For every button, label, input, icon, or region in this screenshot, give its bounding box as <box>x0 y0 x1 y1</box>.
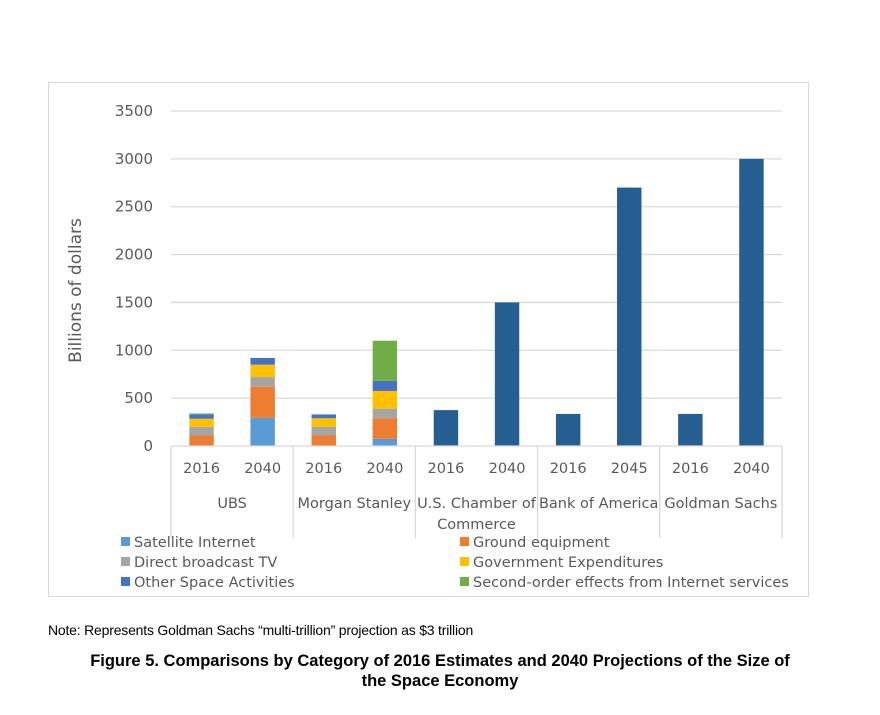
bar-segment <box>494 302 520 446</box>
bar-segment <box>739 158 764 446</box>
legend-swatch <box>460 577 469 586</box>
y-tick-label: 500 <box>124 389 153 407</box>
x-tick-label: 2040 <box>366 461 403 477</box>
legend-item: Satellite Internet <box>121 535 256 551</box>
bar-segment <box>250 357 275 365</box>
legend-swatch <box>121 557 130 566</box>
group-label: Goldman Sachs <box>664 496 777 512</box>
x-tick-label: 2016 <box>183 461 220 477</box>
y-tick-label: 0 <box>143 437 153 455</box>
bar-segment <box>372 390 398 409</box>
bar-segment <box>250 377 275 387</box>
legend-item: Ground equipment <box>460 535 610 551</box>
group-label: U.S. Chamber of <box>417 496 537 512</box>
x-axis: 2016 2040 UBS 2016 2040 Morgan Stanley 2016 204… <box>170 445 783 538</box>
x-tick-label: 2016 <box>427 461 464 477</box>
caption-line-2: the Space Economy <box>361 672 519 690</box>
legend-label: Direct broadcast TV <box>134 555 277 571</box>
legend-swatch <box>460 537 469 546</box>
bar-segment <box>372 380 398 391</box>
bar-segment <box>555 413 581 446</box>
bar-segment <box>189 413 214 415</box>
x-tick-label: 2016 <box>305 461 342 477</box>
legend-item: Second-order effects from Internet servi… <box>460 575 789 591</box>
y-tick-label: 1000 <box>115 341 153 359</box>
x-tick-label: 2040 <box>244 461 281 477</box>
x-tick-label: 2045 <box>611 461 648 477</box>
bar-segment <box>617 187 642 447</box>
chart-note: Note: Represents Goldman Sachs “multi-tr… <box>48 622 474 638</box>
y-tick-label: 2000 <box>115 246 153 264</box>
x-tick-label: 2016 <box>672 461 709 477</box>
bar-segment <box>250 386 275 418</box>
bar-segment <box>189 426 214 436</box>
x-tick-label: 2016 <box>550 461 587 477</box>
group-label: Morgan Stanley <box>298 496 412 512</box>
legend-label: Government Expenditures <box>473 555 663 571</box>
x-tick-label: 2040 <box>489 461 526 477</box>
bar-segment <box>372 418 398 439</box>
bars <box>189 158 764 447</box>
y-tick-label: 3500 <box>115 102 153 120</box>
bar-segment <box>189 435 214 446</box>
bar-segment <box>372 408 398 419</box>
bar-segment <box>678 413 703 446</box>
group-label: UBS <box>217 496 247 512</box>
y-axis-ticks: 0 500 1000 1500 2000 2500 3000 3500 <box>115 102 153 455</box>
bar-segment <box>433 410 459 446</box>
group-label: Bank of America <box>539 496 658 512</box>
legend-swatch <box>121 577 130 586</box>
bar-segment <box>311 435 336 446</box>
y-tick-label: 1500 <box>115 293 153 311</box>
group-label: Commerce <box>437 517 516 533</box>
legend-item: Direct broadcast TV <box>121 555 277 571</box>
legend-label: Ground equipment <box>473 535 610 551</box>
caption-line-1: Figure 5. Comparisons by Category of 201… <box>90 652 790 670</box>
bar-segment <box>189 418 214 427</box>
y-tick-label: 3000 <box>115 150 153 168</box>
gridlines <box>171 110 782 399</box>
legend-label: Other Space Activities <box>134 575 295 591</box>
chart-frame: 0 500 1000 1500 2000 2500 3000 3500 Billions of… <box>48 82 809 597</box>
y-axis-label: Billions of dollars <box>66 218 86 363</box>
y-tick-label: 2500 <box>115 198 153 216</box>
bar-segment <box>372 438 398 446</box>
bar-segment <box>250 417 275 446</box>
figure-caption: Figure 5. Comparisons by Category of 201… <box>60 651 820 691</box>
legend-label: Second-order effects from Internet servi… <box>473 575 789 591</box>
bar-segment <box>189 414 214 419</box>
x-tick-label: 2040 <box>733 461 770 477</box>
legend-label: Satellite Internet <box>134 535 256 551</box>
legend-item: Government Expenditures <box>460 555 663 571</box>
bar-segment <box>311 414 336 419</box>
legend-item: Other Space Activities <box>121 575 295 591</box>
bar-segment <box>311 426 336 436</box>
bar-segment <box>372 340 398 381</box>
stacked-bar-chart: 0 500 1000 1500 2000 2500 3000 3500 Billions of… <box>66 102 789 591</box>
bar-segment <box>250 364 275 378</box>
bar-segment <box>311 418 336 427</box>
legend: Satellite Internet Ground equipment Direct… <box>121 535 789 591</box>
legend-swatch <box>121 537 130 546</box>
legend-swatch <box>460 557 469 566</box>
